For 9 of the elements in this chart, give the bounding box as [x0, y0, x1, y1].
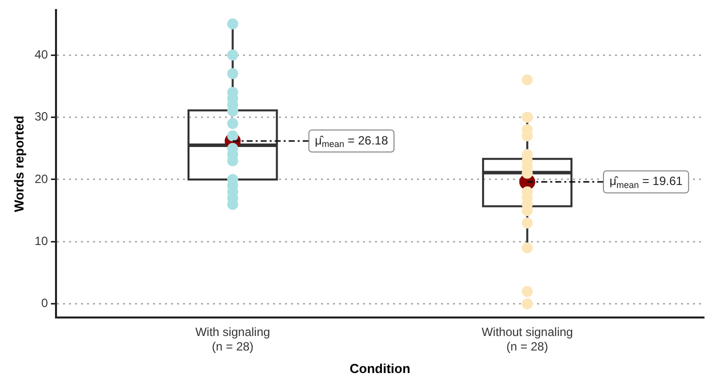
y-tick-label: 40: [34, 47, 48, 62]
y-axis-title: Words reported: [11, 116, 26, 212]
y-tick-label: 30: [34, 110, 48, 124]
y-tick-label: 20: [34, 172, 48, 186]
x-tick-label: With signaling (n = 28): [195, 325, 270, 354]
x-axis-title: Condition: [350, 360, 410, 376]
x-tick-label: Without signaling (n = 28): [482, 325, 573, 354]
y-tick-label: 0: [41, 296, 48, 310]
y-tick-label: 10: [34, 234, 48, 248]
